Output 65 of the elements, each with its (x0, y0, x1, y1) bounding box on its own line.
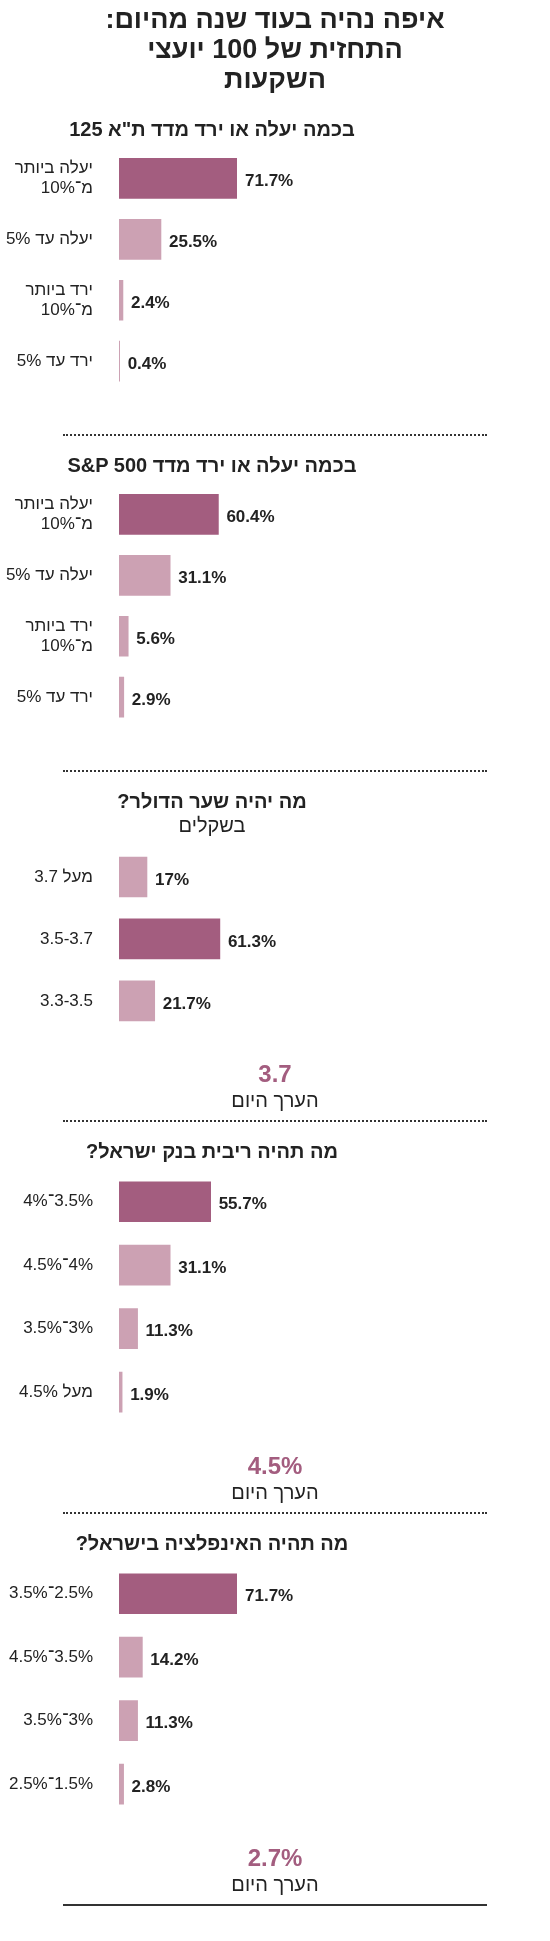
bar (119, 1244, 171, 1286)
bar (119, 1308, 138, 1349)
data-label: 31.1% (178, 1257, 227, 1277)
data-label: 71.7% (245, 1586, 294, 1606)
y-tick-label: יעלה עד 5% (5, 229, 93, 249)
chart-title: בכמה יעלה או ירד מדד S&P 500 (67, 453, 357, 476)
text: 3.7 (257, 1060, 293, 1088)
y-tick-label: 2.5%־3.5% (8, 1583, 93, 1603)
bar (119, 494, 219, 535)
bar (119, 615, 129, 657)
data-label: 2.8% (131, 1776, 171, 1796)
text: הערך היום (230, 1088, 320, 1112)
text: 4.5% (246, 1452, 304, 1480)
y-tick-label: מעל 3.7 (34, 866, 93, 886)
data-label: 17% (154, 869, 190, 889)
bar (119, 1700, 138, 1741)
y-tick-label: 3%־3.5% (23, 1318, 93, 1338)
data-label: 25.5% (168, 232, 218, 252)
bar (119, 1181, 211, 1223)
y-tick-label: ירד ביותר מ־10% (25, 279, 93, 320)
data-label: 5.6% (136, 628, 175, 648)
y-tick-label: 1.5%־2.5% (8, 1773, 93, 1793)
y-tick-label: ירד עד 5% (16, 686, 93, 706)
y-tick-label: 3.5-3.7 (40, 928, 93, 948)
data-label: 2.4% (130, 292, 170, 312)
bar (119, 555, 171, 596)
data-label: 31.1% (178, 568, 227, 588)
bar (119, 676, 125, 718)
bar (119, 1763, 124, 1805)
bar (119, 158, 237, 199)
y-tick-label: מעל 4.5% (19, 1381, 93, 1401)
data-label: 55.7% (218, 1194, 267, 1214)
text: הערך היום (230, 1480, 320, 1504)
chart-title: בכמה יעלה או ירד מדד ת"א 125 (69, 117, 356, 140)
y-tick-label: יעלה ביותר מ־10% (14, 157, 93, 198)
data-label: 71.7% (245, 171, 294, 191)
chart-title: מה תהיה ריבית בנק ישראל? (86, 1139, 338, 1162)
data-label: 14.2% (150, 1649, 199, 1669)
data-label: 11.3% (145, 1321, 193, 1341)
data-label: 2.9% (131, 689, 171, 709)
data-label: 61.3% (227, 931, 277, 951)
y-tick-label: 4%־4.5% (23, 1254, 93, 1274)
bar (119, 1573, 237, 1615)
data-label: 1.9% (130, 1384, 169, 1404)
y-tick-label: 3.3-3.5 (40, 990, 93, 1010)
chart-title: מה יהיה שער הדולר? (117, 789, 307, 812)
bar (119, 1636, 143, 1678)
data-label: 0.4% (127, 353, 167, 373)
bar (119, 219, 162, 260)
y-tick-label: ירד ביותר מ־10% (25, 615, 93, 656)
data-label: 21.7% (162, 993, 211, 1013)
y-tick-label: 3.5%־4% (23, 1191, 93, 1211)
y-tick-label: יעלה עד 5% (5, 565, 93, 585)
text: הערך היום (230, 1872, 320, 1896)
data-label: 60.4% (226, 507, 275, 527)
y-tick-label: 3%־3.5% (23, 1710, 93, 1730)
chart-subtitle: בשקלים (178, 813, 246, 836)
data-label: 11.3% (145, 1713, 193, 1733)
chart-title: מה תהיה האינפלציה בישראל? (75, 1531, 349, 1554)
y-tick-label: 3.5%־4.5% (8, 1646, 93, 1666)
bar (119, 279, 124, 321)
text: איפה נהיה בעוד שנה מהיום: התחזית של 100 יועצי השקעות (104, 4, 446, 94)
y-tick-label: יעלה ביותר מ־10% (14, 493, 93, 534)
y-tick-label: ירד עד 5% (16, 350, 93, 370)
text: 2.7% (246, 1844, 304, 1872)
